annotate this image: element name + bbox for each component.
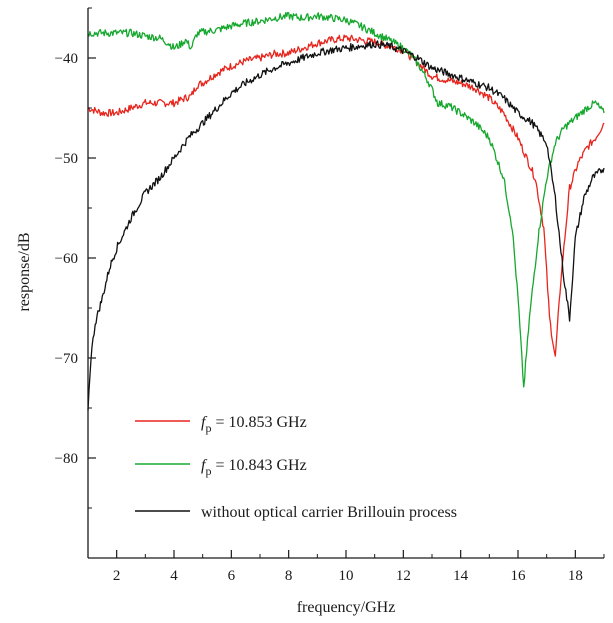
series-line-3 bbox=[87, 40, 605, 411]
plot-lines bbox=[87, 11, 605, 411]
x-tick-label: 18 bbox=[568, 568, 583, 584]
x-axis-label: frequency/GHz bbox=[297, 599, 396, 616]
x-tick-label: 16 bbox=[511, 568, 527, 584]
legend-subscript: p bbox=[205, 421, 211, 435]
legend-symbol: f bbox=[201, 414, 208, 431]
x-ticks: 2 4 6 8 10 12 14 16 18 bbox=[87, 550, 605, 584]
series-line-1 bbox=[87, 34, 605, 357]
y-tick-label: −70 bbox=[55, 351, 78, 367]
legend-symbol: f bbox=[201, 457, 208, 474]
y-tick-label: −60 bbox=[55, 251, 78, 267]
x-tick-label: 12 bbox=[396, 568, 411, 584]
x-tick-label: 10 bbox=[339, 568, 354, 584]
axes bbox=[87, 8, 604, 559]
legend-entry-1: fp = 10.853 GHz bbox=[201, 414, 307, 435]
legend-entry-2: fp = 10.843 GHz bbox=[201, 457, 307, 478]
x-tick-label: 2 bbox=[113, 568, 121, 584]
y-tick-label: −50 bbox=[55, 151, 78, 167]
legend-entry-3: without optical carrier Brillouin proces… bbox=[201, 504, 457, 521]
x-tick-label: 14 bbox=[453, 568, 469, 584]
legend-value: = 10.853 GHz bbox=[211, 414, 306, 431]
x-tick-label: 6 bbox=[228, 568, 236, 584]
legend-value: = 10.843 GHz bbox=[211, 457, 306, 474]
legend-subscript: p bbox=[205, 464, 211, 478]
x-tick-label: 8 bbox=[285, 568, 293, 584]
y-ticks: −40 −50 −60 −70 −80 bbox=[55, 7, 96, 509]
x-tick-label: 4 bbox=[170, 568, 178, 584]
y-tick-label: −80 bbox=[55, 451, 78, 467]
series-line-2 bbox=[87, 11, 605, 388]
y-tick-label: −40 bbox=[55, 51, 78, 67]
y-axis-label: response/dB bbox=[16, 232, 33, 311]
